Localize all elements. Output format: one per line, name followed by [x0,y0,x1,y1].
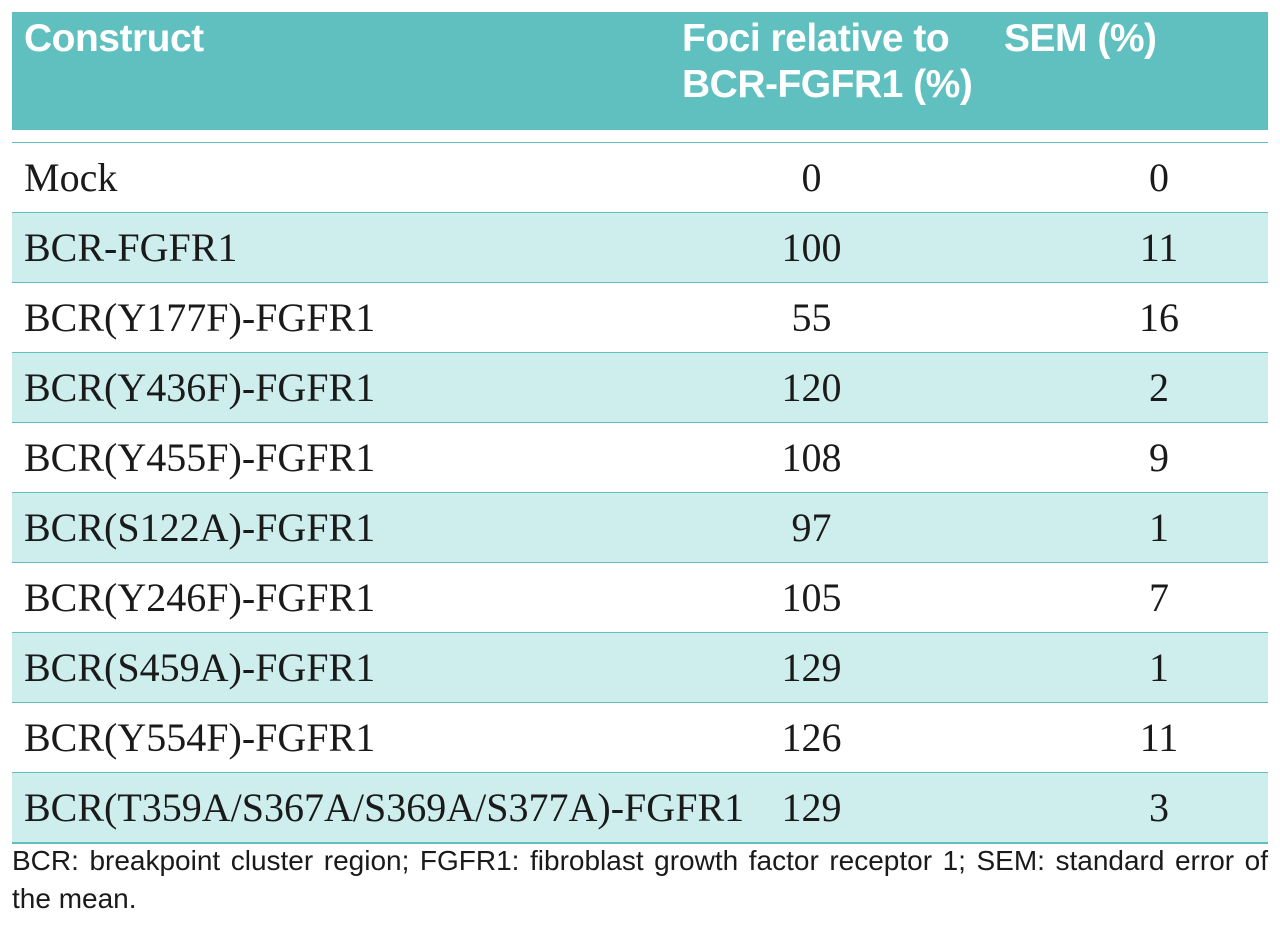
cell-sem-value: 16 [1139,295,1179,340]
cell-construct: BCR(Y554F)-FGFR1 [12,702,644,773]
cell-foci-value: 126 [781,715,842,760]
table-row: BCR(Y246F)-FGFR1 105 7 [12,562,1268,633]
cell-foci-value: 100 [781,225,842,270]
cell-construct: Mock [12,142,644,213]
cell-construct: BCR-FGFR1 [12,212,644,283]
table-row: BCR-FGFR1 100 11 [12,212,1268,283]
cell-sem: 11 [974,702,1268,773]
cell-foci: 129 [644,772,974,844]
table-row: BCR(Y436F)-FGFR1 120 2 [12,352,1268,423]
cell-sem-value: 2 [1149,365,1169,410]
cell-construct: BCR(T359A/S367A/S369A/S377A)-FGFR1 [12,772,744,844]
header-foci-line1: Foci relative to [682,17,950,60]
cell-foci: 129 [644,632,974,703]
cell-sem: 7 [974,562,1268,633]
cell-sem: 1 [974,492,1268,563]
cell-foci-value: 97 [791,505,832,550]
cell-sem: 1 [974,632,1268,703]
cell-foci: 108 [644,422,974,493]
header-foci-line2: BCR-FGFR1 (%) [682,63,973,106]
table-footnote: BCR: breakpoint cluster region; FGFR1: f… [12,845,1268,914]
header-sem: SEM (%) [974,12,1268,130]
cell-sem-value: 1 [1149,645,1169,690]
cell-sem-value: 7 [1149,575,1169,620]
cell-foci-value: 129 [781,645,842,690]
table-row: Mock 0 0 [12,142,1268,213]
cell-sem: 16 [974,282,1268,353]
header-construct: Construct [12,12,644,130]
cell-foci: 105 [644,562,974,633]
cell-construct: BCR(Y455F)-FGFR1 [12,422,644,493]
cell-sem: 2 [974,352,1268,423]
cell-sem-value: 0 [1149,155,1169,200]
cell-foci-value: 129 [781,785,842,830]
table-row: BCR(S459A)-FGFR1 129 1 [12,632,1268,703]
table-row: BCR(T359A/S367A/S369A/S377A)-FGFR1 129 3 [12,772,1268,844]
cell-foci-value: 120 [781,365,842,410]
cell-sem: 3 [974,772,1268,844]
cell-foci: 55 [644,282,974,353]
foci-table: Construct Foci relative to BCR-FGFR1 (%)… [12,12,1268,844]
cell-construct: BCR(S459A)-FGFR1 [12,632,644,703]
cell-sem-value: 11 [1139,715,1179,760]
cell-foci: 0 [644,142,974,213]
cell-foci: 100 [644,212,974,283]
header-gap [12,130,1268,143]
header-foci: Foci relative to BCR-FGFR1 (%) [644,12,974,130]
header-row: Construct Foci relative to BCR-FGFR1 (%)… [12,12,1268,130]
cell-construct: BCR(S122A)-FGFR1 [12,492,644,563]
data-table-container: Construct Foci relative to BCR-FGFR1 (%)… [12,12,1268,844]
cell-construct: BCR(Y246F)-FGFR1 [12,562,644,633]
cell-foci-value: 55 [791,295,832,340]
cell-sem: 11 [974,212,1268,283]
cell-sem-value: 3 [1149,785,1169,830]
table-row: BCR(S122A)-FGFR1 97 1 [12,492,1268,563]
cell-foci-value: 105 [781,575,842,620]
cell-sem-value: 9 [1149,435,1169,480]
table-row: BCR(Y455F)-FGFR1 108 9 [12,422,1268,493]
cell-sem-value: 1 [1149,505,1169,550]
cell-sem-value: 11 [1139,225,1179,270]
table-header: Construct Foci relative to BCR-FGFR1 (%)… [12,12,1268,130]
cell-construct: BCR(Y177F)-FGFR1 [12,282,644,353]
cell-foci-value: 0 [801,155,822,200]
table-body: Mock 0 0 BCR-FGFR1 100 11 BCR(Y177F)-FGF… [12,130,1268,844]
cell-sem: 0 [974,142,1268,213]
cell-foci: 97 [644,492,974,563]
table-row: BCR(Y554F)-FGFR1 126 11 [12,702,1268,773]
cell-foci-value: 108 [781,435,842,480]
cell-foci: 126 [644,702,974,773]
table-row: BCR(Y177F)-FGFR1 55 16 [12,282,1268,353]
cell-construct: BCR(Y436F)-FGFR1 [12,352,644,423]
cell-sem: 9 [974,422,1268,493]
cell-foci: 120 [644,352,974,423]
